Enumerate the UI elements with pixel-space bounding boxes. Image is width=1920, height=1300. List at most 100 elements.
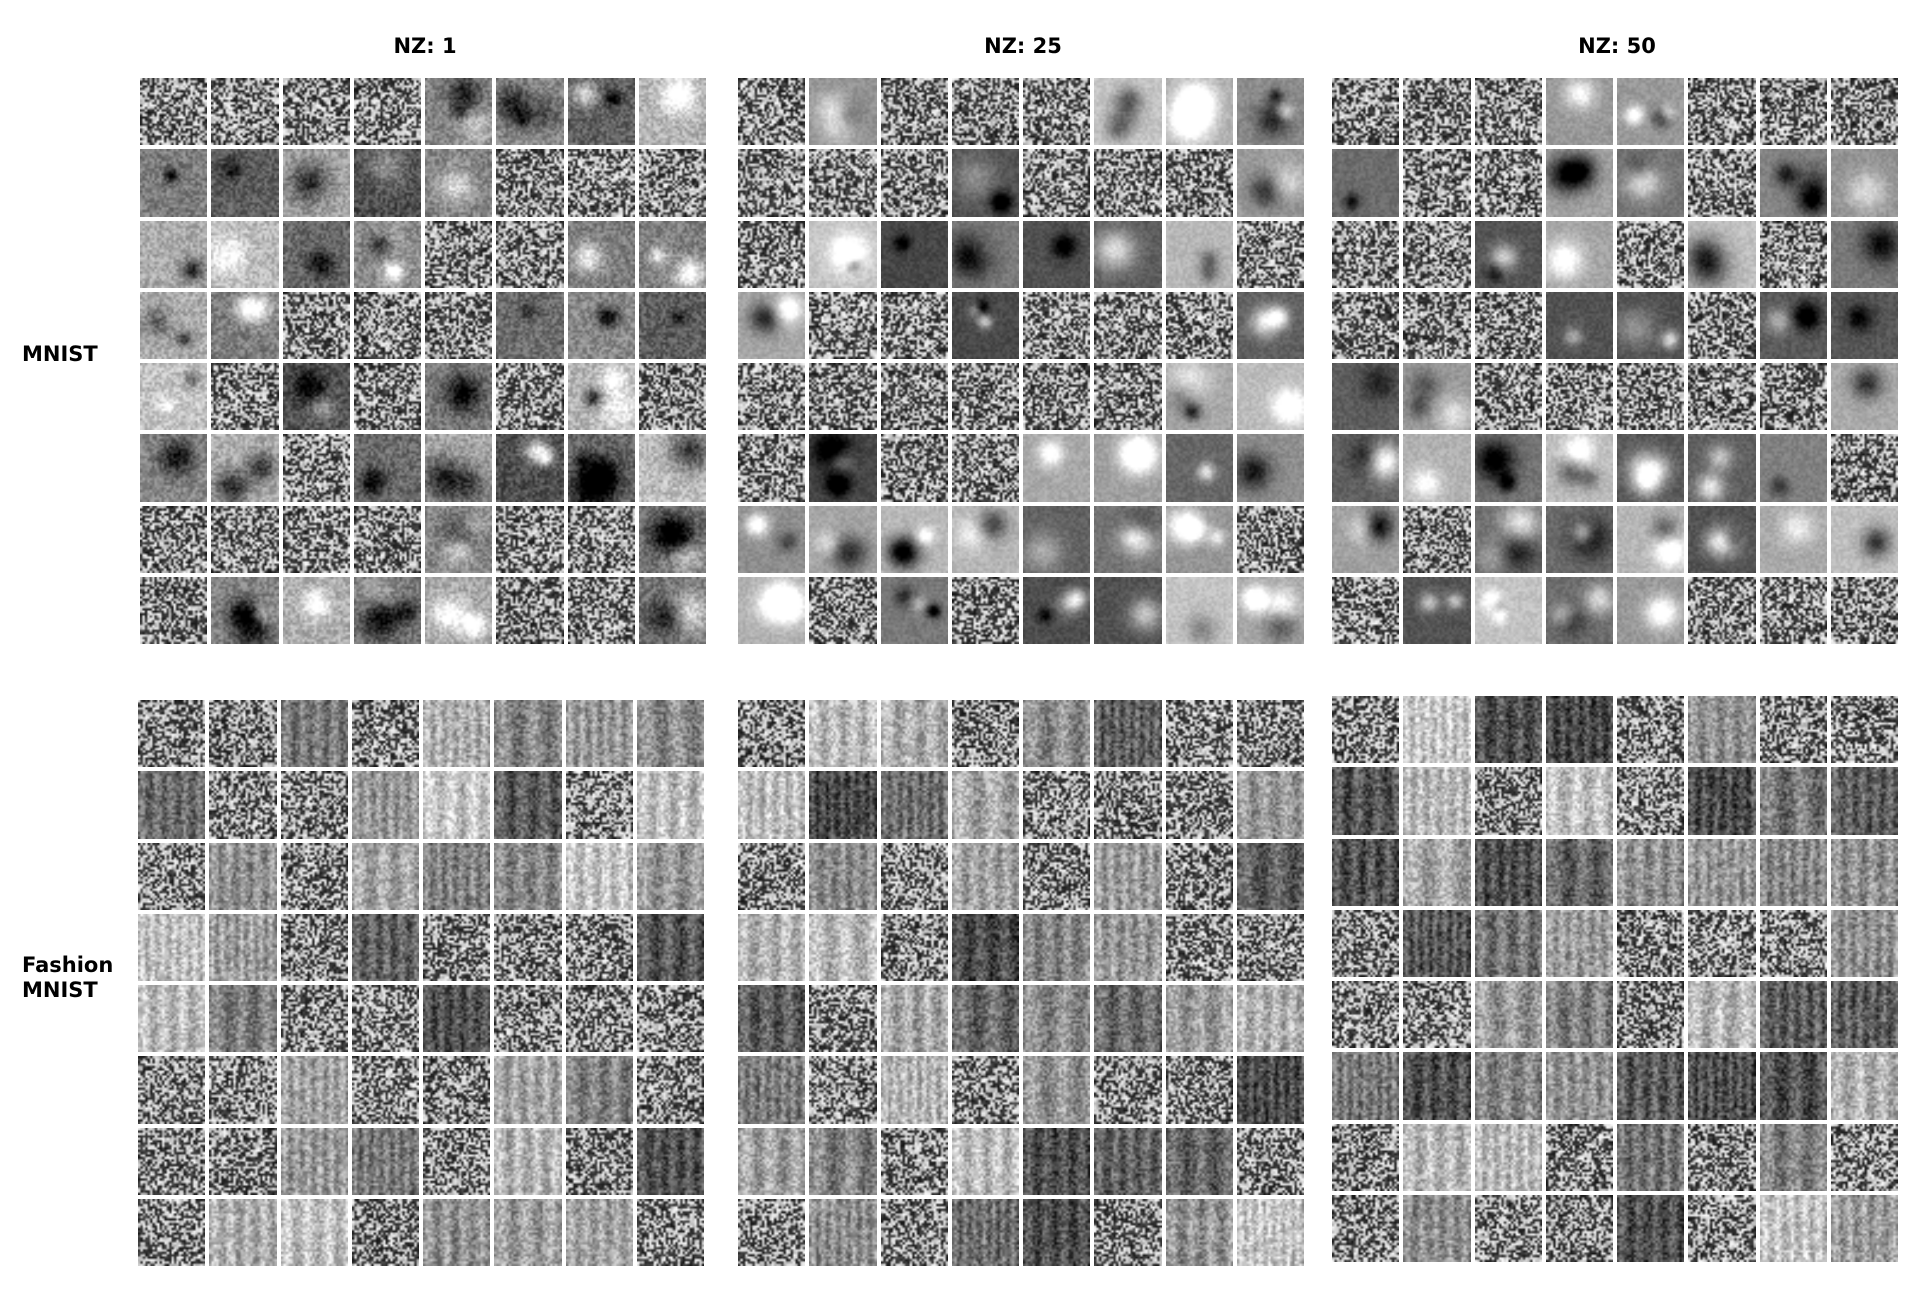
filter-tile (638, 291, 706, 359)
filter-tile (880, 291, 948, 359)
filter-tile (496, 220, 564, 288)
filter-tile (353, 505, 421, 573)
filter-tile (496, 291, 564, 359)
filter-tile (738, 434, 806, 502)
filter-tile (1023, 913, 1091, 981)
filter-tile (496, 576, 564, 644)
filter-tile (1403, 434, 1471, 502)
filter-tile (1165, 1056, 1233, 1124)
filter-tile (738, 363, 806, 431)
filter-tile (1617, 576, 1685, 644)
filter-tile (1165, 576, 1233, 644)
filter-tile (1094, 1127, 1162, 1195)
filter-tile (636, 985, 704, 1053)
filter-tile (423, 771, 491, 839)
filter-tile (636, 1127, 704, 1195)
filter-tile (1617, 78, 1685, 146)
filter-tile (1094, 913, 1162, 981)
filter-tile (1545, 1052, 1613, 1120)
filter-tile (209, 842, 277, 910)
filter-tile (353, 576, 421, 644)
filter-tile (494, 1127, 562, 1195)
filter-tile (282, 291, 350, 359)
filter-tile (809, 985, 877, 1053)
filter-tile (353, 291, 421, 359)
filter-tile (636, 700, 704, 768)
filter-tile (1403, 505, 1471, 573)
filter-tile (1545, 1123, 1613, 1191)
filter-tile (1165, 291, 1233, 359)
filter-tile (1830, 220, 1898, 288)
filter-tile (1617, 505, 1685, 573)
filter-tile (280, 1198, 348, 1266)
filter-tile (494, 842, 562, 910)
filter-grid-mnist-nz-1 (140, 78, 706, 644)
filter-tile (951, 434, 1019, 502)
filter-tile (138, 842, 206, 910)
filter-tile (1545, 767, 1613, 835)
filter-tile (1759, 576, 1827, 644)
filter-tile (636, 1198, 704, 1266)
filter-tile (1617, 220, 1685, 288)
filter-tile (738, 1198, 806, 1266)
filter-tile (1474, 149, 1542, 217)
filter-tile (211, 220, 279, 288)
filter-tile (1165, 1127, 1233, 1195)
filter-tile (1332, 838, 1400, 906)
filter-tile (1759, 1123, 1827, 1191)
filter-tile (638, 505, 706, 573)
filter-tile (353, 434, 421, 502)
filter-tile (880, 1198, 948, 1266)
filter-tile (1617, 1052, 1685, 1120)
filter-tile (1830, 78, 1898, 146)
filter-grid-mnist-nz-50 (1332, 78, 1898, 644)
filter-tile (1403, 909, 1471, 977)
filter-tile (636, 771, 704, 839)
filter-tile (1474, 1194, 1542, 1262)
filter-tile (1165, 1198, 1233, 1266)
column-title-nz-1: NZ: 1 (393, 34, 457, 58)
filter-tile (1545, 149, 1613, 217)
filter-tile (1165, 771, 1233, 839)
filter-tile (423, 842, 491, 910)
filter-tile (1474, 696, 1542, 764)
filter-tile (809, 1056, 877, 1124)
filter-tile (1474, 981, 1542, 1049)
filter-tile (280, 1127, 348, 1195)
column-title-nz-25: NZ: 25 (984, 34, 1062, 58)
filter-tile (565, 913, 633, 981)
filter-tile (1688, 1123, 1756, 1191)
filter-tile (1617, 981, 1685, 1049)
filter-tile (951, 1056, 1019, 1124)
filter-tile (1403, 1194, 1471, 1262)
filter-tile (1165, 505, 1233, 573)
filter-tile (1094, 78, 1162, 146)
filter-tile (1094, 220, 1162, 288)
filter-tile (1688, 1194, 1756, 1262)
filter-grid-mnist-nz-25 (738, 78, 1304, 644)
filter-tile (1023, 576, 1091, 644)
filter-tile (1759, 838, 1827, 906)
filter-tile (1617, 149, 1685, 217)
filter-tile (425, 78, 493, 146)
filter-tile (638, 149, 706, 217)
filter-tile (1403, 696, 1471, 764)
filter-tile (638, 78, 706, 146)
filter-tile (1688, 1052, 1756, 1120)
filter-tile (1094, 1198, 1162, 1266)
filter-tile (1474, 767, 1542, 835)
filter-tile (1236, 771, 1304, 839)
filter-tile (1165, 78, 1233, 146)
filter-tile (1023, 1127, 1091, 1195)
filter-tile (140, 220, 208, 288)
filter-tile (738, 771, 806, 839)
filter-tile (565, 1127, 633, 1195)
filter-tile (140, 291, 208, 359)
filter-tile (138, 985, 206, 1053)
filter-tile (951, 842, 1019, 910)
filter-tile (567, 291, 635, 359)
filter-tile (1023, 434, 1091, 502)
filter-tile (1617, 767, 1685, 835)
filter-tile (1474, 363, 1542, 431)
filter-tile (1236, 220, 1304, 288)
